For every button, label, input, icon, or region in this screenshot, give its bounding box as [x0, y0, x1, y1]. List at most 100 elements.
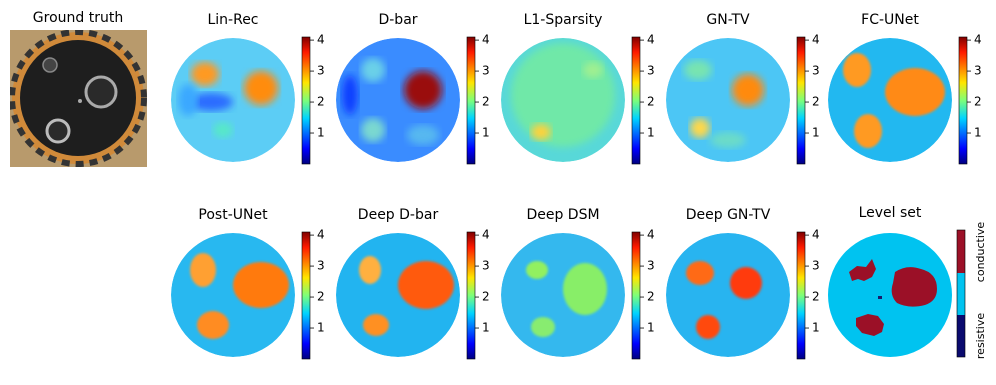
- colorbar-tick-label: 1: [482, 126, 490, 140]
- colorbar-tick-label: 1: [317, 126, 325, 140]
- reconstruction-image: [336, 38, 460, 162]
- panel-title: FC-UNet: [861, 12, 919, 28]
- panel-title: Level set: [859, 205, 922, 221]
- colorbar-tick-label: 3: [647, 64, 655, 78]
- reconstruction-image: [501, 233, 625, 357]
- colorbar: [466, 231, 476, 360]
- colorbar-tick-label: 2: [974, 95, 982, 109]
- inclusion: [189, 93, 233, 111]
- inclusion: [583, 62, 603, 78]
- colorbar-tick-label: 3: [974, 64, 982, 78]
- colorbar: [301, 231, 311, 360]
- colorbar-tick-label: 2: [812, 290, 820, 304]
- inclusion: [342, 75, 358, 115]
- reconstruction-image: [828, 38, 952, 162]
- reconstruction-image: [501, 38, 625, 162]
- colorbar-tick-label: 4: [317, 228, 325, 242]
- background: [666, 233, 790, 357]
- colorbar-tick-label: 4: [482, 228, 490, 242]
- inclusion: [244, 71, 278, 105]
- colorbar-tick-label: 2: [317, 290, 325, 304]
- inclusion: [511, 43, 615, 147]
- colorbar-tick-label: 1: [812, 126, 820, 140]
- inclusion: [885, 68, 945, 116]
- colorbar-tick-label: 3: [482, 259, 490, 273]
- inclusion: [361, 118, 385, 142]
- colorbar-tick-label: 4: [317, 33, 325, 47]
- inclusion: [854, 114, 882, 148]
- colorbar-tick-label: 4: [647, 33, 655, 47]
- inclusion: [686, 261, 714, 285]
- reconstruction-image: [336, 233, 460, 357]
- colorbar: [796, 231, 806, 360]
- colorbar-tick-label: 2: [647, 290, 655, 304]
- colorbar-tick-label: 3: [317, 64, 325, 78]
- colorbar-label: resistive: [974, 313, 987, 359]
- colorbar-tick-label: 3: [317, 259, 325, 273]
- inclusion: [213, 122, 233, 138]
- colorbar-tick-label: 1: [317, 321, 325, 335]
- inclusion: [190, 253, 216, 287]
- colorbar-tick-label: 4: [812, 228, 820, 242]
- colorbar-tick-label: 4: [482, 33, 490, 47]
- colorbar-tick-label: 1: [812, 321, 820, 335]
- colorbar: [631, 231, 641, 360]
- colorbar-tick-label: 2: [812, 95, 820, 109]
- inclusion: [730, 267, 762, 299]
- colorbar: [631, 36, 641, 165]
- colorbar-tick-label: 2: [317, 95, 325, 109]
- inclusion: [732, 74, 764, 106]
- inclusion: [404, 71, 442, 109]
- panel-title: Deep D-bar: [358, 207, 439, 223]
- level-set-colorbar: [956, 229, 966, 358]
- level-set-image: [828, 233, 952, 357]
- colorbar: [958, 36, 968, 165]
- inclusion: [361, 58, 385, 82]
- colorbar: [301, 36, 311, 165]
- panel-title: GN-TV: [706, 12, 750, 28]
- reconstruction-image: [171, 38, 295, 162]
- inclusion: [684, 60, 712, 80]
- panel-title: Post-UNet: [198, 207, 268, 223]
- inclusion: [531, 317, 555, 337]
- colorbar-tick-label: 1: [974, 126, 982, 140]
- colorbar: [466, 36, 476, 165]
- inclusion: [710, 132, 746, 148]
- inclusion: [191, 62, 219, 86]
- panel-title: D-bar: [378, 12, 417, 28]
- colorbar-tick-label: 3: [647, 259, 655, 273]
- colorbar-tick-label: 3: [482, 64, 490, 78]
- colorbar-tick-label: 4: [812, 33, 820, 47]
- inclusion: [363, 314, 389, 336]
- colorbar-tick-label: 1: [647, 126, 655, 140]
- colorbar-tick-label: 1: [647, 321, 655, 335]
- colorbar-tick-label: 4: [974, 33, 982, 47]
- inclusion: [843, 53, 871, 87]
- colorbar-tick-label: 1: [482, 321, 490, 335]
- inclusion: [398, 261, 454, 309]
- colorbar: [796, 36, 806, 165]
- colorbar-tick-label: 2: [482, 290, 490, 304]
- reconstruction-image: [666, 233, 790, 357]
- inclusion: [359, 256, 381, 284]
- inclusion: [526, 261, 548, 279]
- reconstruction-image: [171, 233, 295, 357]
- inclusion: [531, 124, 551, 140]
- colorbar-tick-label: 3: [812, 259, 820, 273]
- colorbar-label: conductive: [974, 222, 987, 283]
- inclusion: [407, 125, 439, 145]
- panel-title: Ground truth: [33, 10, 123, 26]
- panel-title: Deep DSM: [526, 207, 599, 223]
- panel-title: Deep GN-TV: [686, 207, 771, 223]
- colorbar-tick-label: 3: [812, 64, 820, 78]
- colorbar-tick-label: 4: [647, 228, 655, 242]
- ground-truth-photo: [10, 30, 147, 167]
- colorbar-tick-label: 2: [647, 95, 655, 109]
- reconstruction-image: [666, 38, 790, 162]
- inclusion: [178, 84, 198, 116]
- inclusion: [197, 311, 229, 339]
- colorbar-tick-label: 2: [482, 95, 490, 109]
- inclusion: [696, 315, 720, 339]
- inclusion: [563, 263, 607, 315]
